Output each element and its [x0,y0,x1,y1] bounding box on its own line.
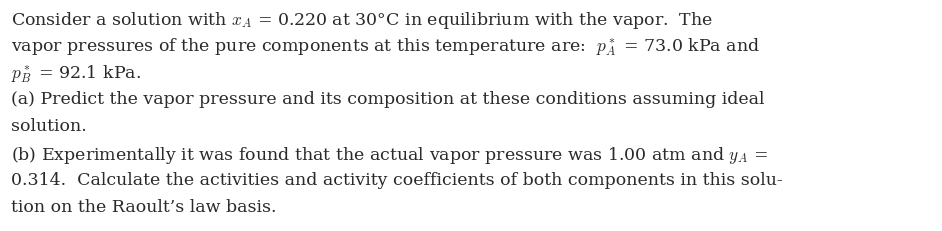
Text: 0.314.  Calculate the activities and activity coefficients of both components in: 0.314. Calculate the activities and acti… [11,172,783,189]
Text: vapor pressures of the pure components at this temperature are:  $p^*_A$ = 73.0 : vapor pressures of the pure components a… [11,37,760,58]
Text: $p^*_B$ = 92.1 kPa.: $p^*_B$ = 92.1 kPa. [11,64,141,85]
Text: tion on the Raoult’s law basis.: tion on the Raoult’s law basis. [11,199,277,216]
Text: (b) Experimentally it was found that the actual vapor pressure was 1.00 atm and : (b) Experimentally it was found that the… [11,145,768,166]
Text: solution.: solution. [11,118,87,135]
Text: (a) Predict the vapor pressure and its composition at these conditions assuming : (a) Predict the vapor pressure and its c… [11,91,765,108]
Text: Consider a solution with $x_A$ = 0.220 at 30°C in equilibrium with the vapor.  T: Consider a solution with $x_A$ = 0.220 a… [11,10,713,31]
